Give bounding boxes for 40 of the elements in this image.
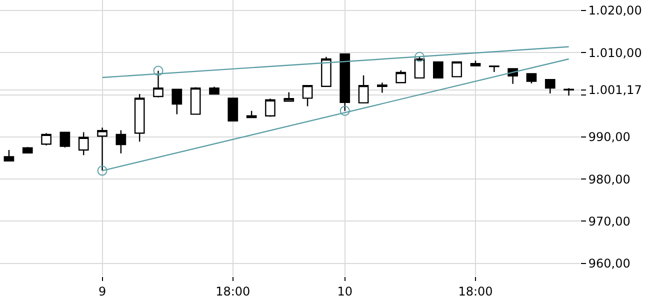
candlestick <box>377 82 388 94</box>
y-tick-label: 970,00 <box>588 214 630 228</box>
point <box>97 166 108 176</box>
y-tick-label: 1.020,00 <box>588 4 642 18</box>
x-tick-label: 9 <box>98 284 106 298</box>
candlestick <box>302 84 313 107</box>
x-tick-label: 18:00 <box>458 284 493 298</box>
point <box>414 52 425 62</box>
candlestick <box>358 74 369 104</box>
candlestick <box>544 79 556 94</box>
point <box>340 106 350 116</box>
candlestick <box>452 61 462 78</box>
candlestick <box>228 98 238 122</box>
candlestick <box>4 149 14 162</box>
candlestick <box>60 132 70 148</box>
candlestick <box>470 60 481 66</box>
point <box>153 66 164 76</box>
y-tick-label: 960,00 <box>588 256 630 271</box>
candlestick <box>488 65 500 73</box>
y-tick-label: 990,00 <box>588 130 630 144</box>
y-tick-label: 1.010,00 <box>588 46 642 60</box>
y-tick-label: 980,00 <box>588 172 630 186</box>
candlestick <box>190 86 201 115</box>
x-tick-label: 10 <box>337 284 352 298</box>
candlestick <box>172 88 182 115</box>
candlestick <box>396 70 406 84</box>
candlestick <box>265 98 276 118</box>
candlestick <box>41 132 52 146</box>
candlestick <box>284 92 294 102</box>
candlestick <box>209 86 220 95</box>
candlestick <box>78 132 89 156</box>
candlestick <box>116 130 126 154</box>
candlestick <box>433 61 444 79</box>
candlestick <box>564 87 574 96</box>
candlestick <box>321 56 332 87</box>
candlestick <box>22 146 33 154</box>
x-tick-label: 18:00 <box>216 284 250 298</box>
candlestick <box>526 73 537 84</box>
candlestick <box>134 93 145 142</box>
y-tick-label: 1.001,17 <box>588 83 642 98</box>
